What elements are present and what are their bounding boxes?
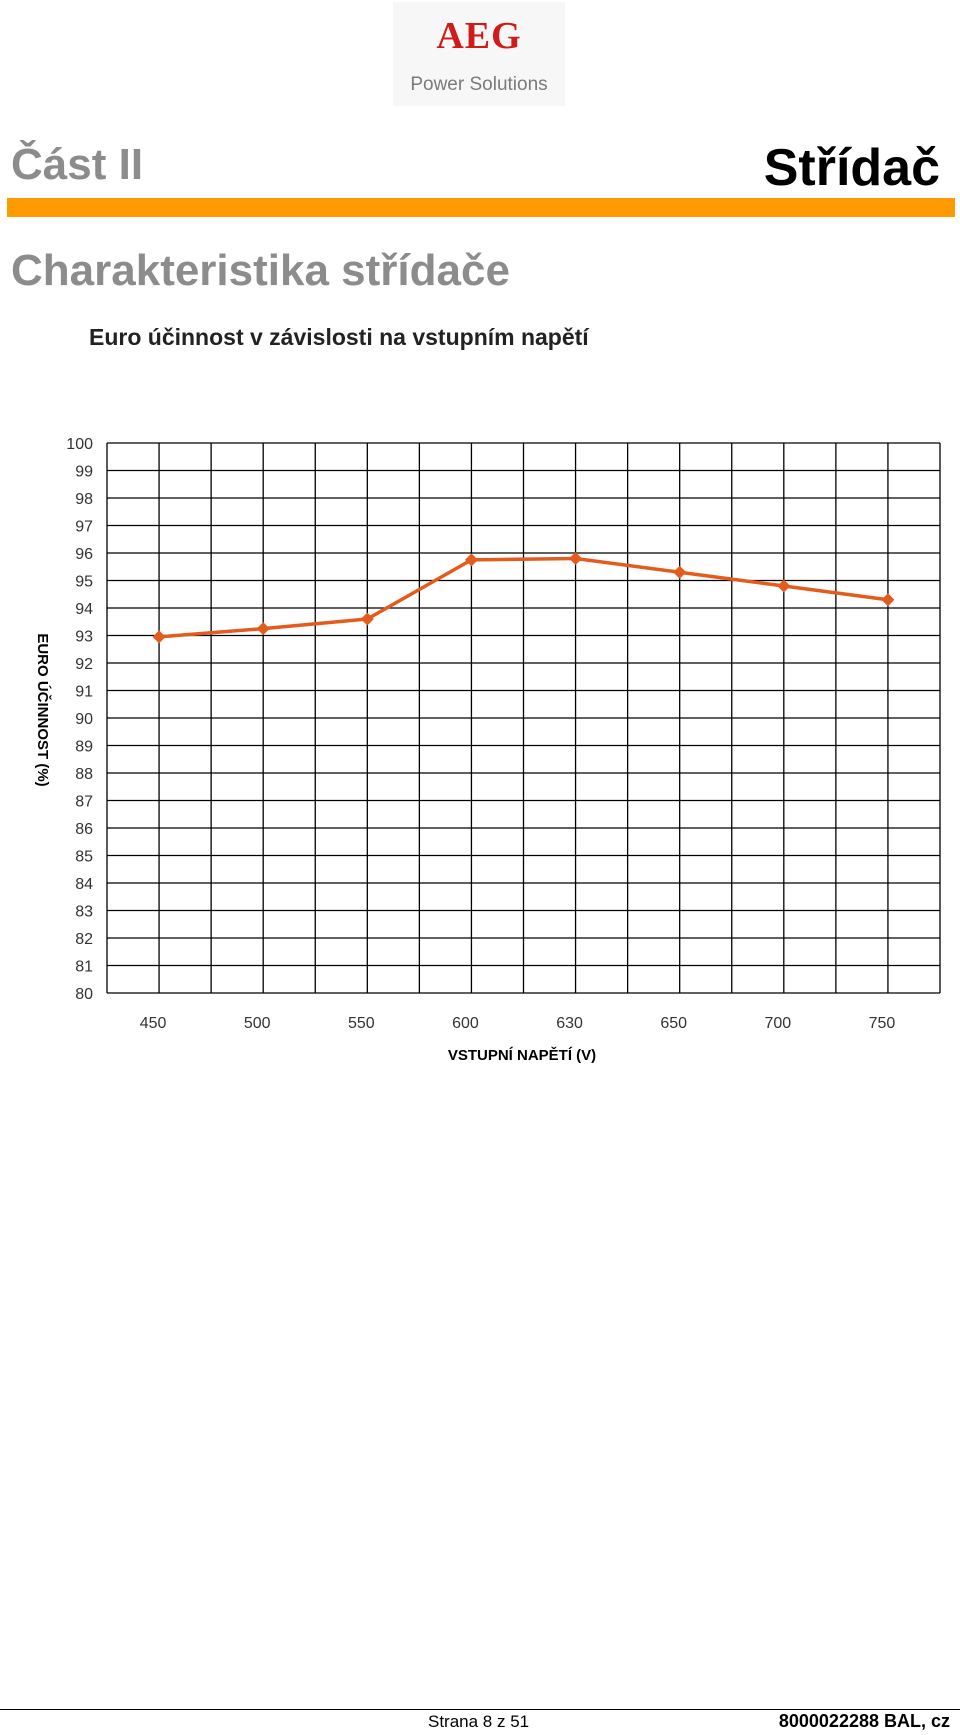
header-divider [7, 198, 955, 217]
part-label: Část II [11, 140, 144, 189]
series-line [158, 556, 889, 639]
chart-title: Euro účinnost v závislosti na vstupním n… [89, 324, 589, 350]
data-point [881, 593, 895, 607]
y-tick-label: 100 [66, 436, 93, 453]
y-tick-label: 83 [75, 904, 93, 921]
logo-subtitle: Power Solutions [410, 74, 548, 95]
y-tick-label: 88 [75, 766, 93, 783]
y-tick-label: 93 [75, 629, 93, 646]
x-axis-label: VSTUPNÍ NAPĚTÍ (V) [448, 1046, 596, 1064]
x-tick-label: 750 [869, 1015, 896, 1032]
data-point [569, 552, 583, 565]
chapter-title: Střídač [763, 139, 940, 197]
y-tick-label: 84 [75, 876, 93, 893]
y-tick-label: 80 [75, 986, 93, 1003]
data-point [673, 565, 687, 579]
x-tick-label: 600 [452, 1015, 479, 1032]
document-id: 8000022288 BAL, cz [778, 1711, 950, 1731]
y-tick-label: 92 [75, 656, 93, 673]
y-tick-label: 99 [75, 464, 93, 481]
data-point [360, 612, 374, 626]
section-title: Charakteristika střídače [11, 246, 510, 295]
efficiency-chart: 100 99 98 97 96 95 94 93 92 91 90 89 88 87 86 85 84 83 82 8… [34, 436, 941, 1064]
data-point [256, 622, 270, 636]
logo-brand: AEG [436, 15, 522, 57]
data-point [777, 579, 791, 593]
y-tick-label: 90 [75, 711, 93, 728]
y-tick-labels: 100 99 98 97 96 95 94 93 92 91 90 89 88 87 86 85 84 83 82 8… [66, 436, 93, 1003]
y-tick-label: 96 [75, 546, 93, 563]
chart-grid [106, 442, 941, 994]
data-point [464, 553, 478, 567]
y-tick-label: 86 [75, 821, 93, 838]
x-tick-label: 550 [348, 1015, 375, 1032]
footer-divider [0, 1709, 960, 1710]
x-tick-label: 450 [140, 1015, 167, 1032]
y-tick-label: 87 [75, 794, 93, 811]
y-tick-label: 82 [75, 931, 93, 948]
y-tick-label: 81 [75, 959, 93, 976]
x-tick-label: 700 [764, 1015, 791, 1032]
x-tick-label: 630 [556, 1015, 583, 1032]
page-number: Strana 8 z 51 [428, 1712, 530, 1731]
data-markers [152, 552, 895, 644]
y-tick-label: 91 [75, 684, 93, 701]
data-point [152, 630, 166, 644]
y-tick-label: 97 [75, 519, 93, 536]
y-axis-label: EURO ÚČINNOST (%) [34, 633, 52, 786]
y-tick-label: 94 [75, 601, 93, 618]
company-logo: AEG Power Solutions [393, 2, 565, 106]
y-tick-label: 89 [75, 739, 93, 756]
y-tick-label: 98 [75, 491, 93, 508]
x-tick-labels: 450 500 550 600 630 650 700 750 [140, 1015, 896, 1032]
x-tick-label: 500 [244, 1015, 271, 1032]
y-tick-label: 95 [75, 574, 93, 591]
y-tick-label: 85 [75, 849, 93, 866]
x-tick-label: 650 [660, 1015, 687, 1032]
